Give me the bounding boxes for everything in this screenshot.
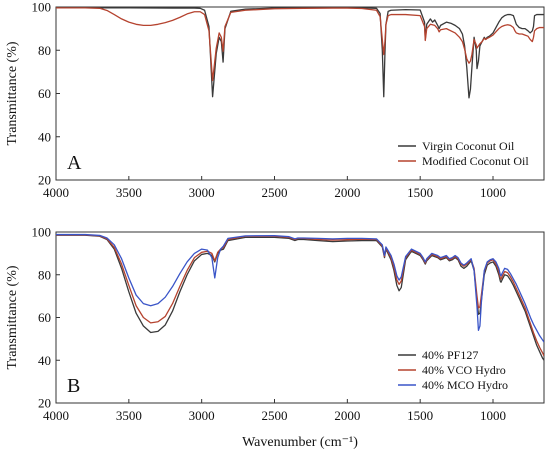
- x-tick-label: 3000: [189, 408, 215, 423]
- panel-a: 4000 3500 3000 2500 2000 1500 1000 20 40 60 80 100 T…: [5, 0, 545, 200]
- legend-label: 40% PF127: [422, 348, 478, 362]
- x-tick-label: 2500: [262, 185, 288, 200]
- legend-label: 40% VCO Hydro: [422, 363, 506, 377]
- series-line-40-mco-hydro: [56, 233, 544, 343]
- y-tick-label: 100: [32, 225, 52, 240]
- x-tick-label: 1500: [407, 185, 433, 200]
- legend-label: Modified Coconut Oil: [422, 154, 529, 168]
- x-tick-label: 3500: [116, 185, 142, 200]
- y-tick-label: 20: [38, 173, 51, 188]
- series-line-modified-coconut-oil: [56, 7, 544, 82]
- y-tick-label: 40: [38, 129, 51, 144]
- x-tick-label: 1000: [480, 408, 506, 423]
- x-axis-title: Wavenumber (cm⁻¹): [242, 435, 358, 450]
- x-tick-label: 2000: [334, 408, 360, 423]
- series-line-40-pf127: [56, 234, 544, 361]
- y-tick-label: 80: [38, 43, 51, 58]
- y-tick-label: 60: [38, 86, 51, 101]
- x-tick-label: 3500: [116, 408, 142, 423]
- y-tick-label: 100: [32, 0, 52, 15]
- x-tick-label: 1000: [480, 185, 506, 200]
- x-tick-label: 4000: [43, 185, 69, 200]
- legend-label: 40% MCO Hydro: [422, 378, 508, 392]
- x-tick-label: 1500: [407, 408, 433, 423]
- x-tick-label: 2500: [262, 408, 288, 423]
- series-group: [56, 7, 544, 99]
- panel-letter: A: [67, 152, 82, 174]
- y-axis-title: Transmittance (%): [5, 265, 20, 369]
- y-tick-label: 20: [38, 396, 51, 411]
- series-line-virgin-coconut-oil: [56, 7, 544, 99]
- y-tick-label: 80: [38, 267, 51, 282]
- y-tick-label: 60: [38, 310, 51, 325]
- x-tick-label: 3000: [189, 185, 215, 200]
- y-tick-label: 40: [38, 353, 51, 368]
- y-axis-title: Transmittance (%): [5, 41, 20, 145]
- panel-b: 4000 3500 3000 2500 2000 1500 1000 20 40 60 80 100 T…: [5, 225, 545, 450]
- series-line-40-vco-hydro: [56, 234, 544, 357]
- x-tick-label: 4000: [43, 408, 69, 423]
- legend-label: Virgin Coconut Oil: [422, 139, 515, 153]
- x-tick-label: 2000: [334, 185, 360, 200]
- series-group: [56, 233, 544, 361]
- panel-letter: B: [67, 375, 80, 397]
